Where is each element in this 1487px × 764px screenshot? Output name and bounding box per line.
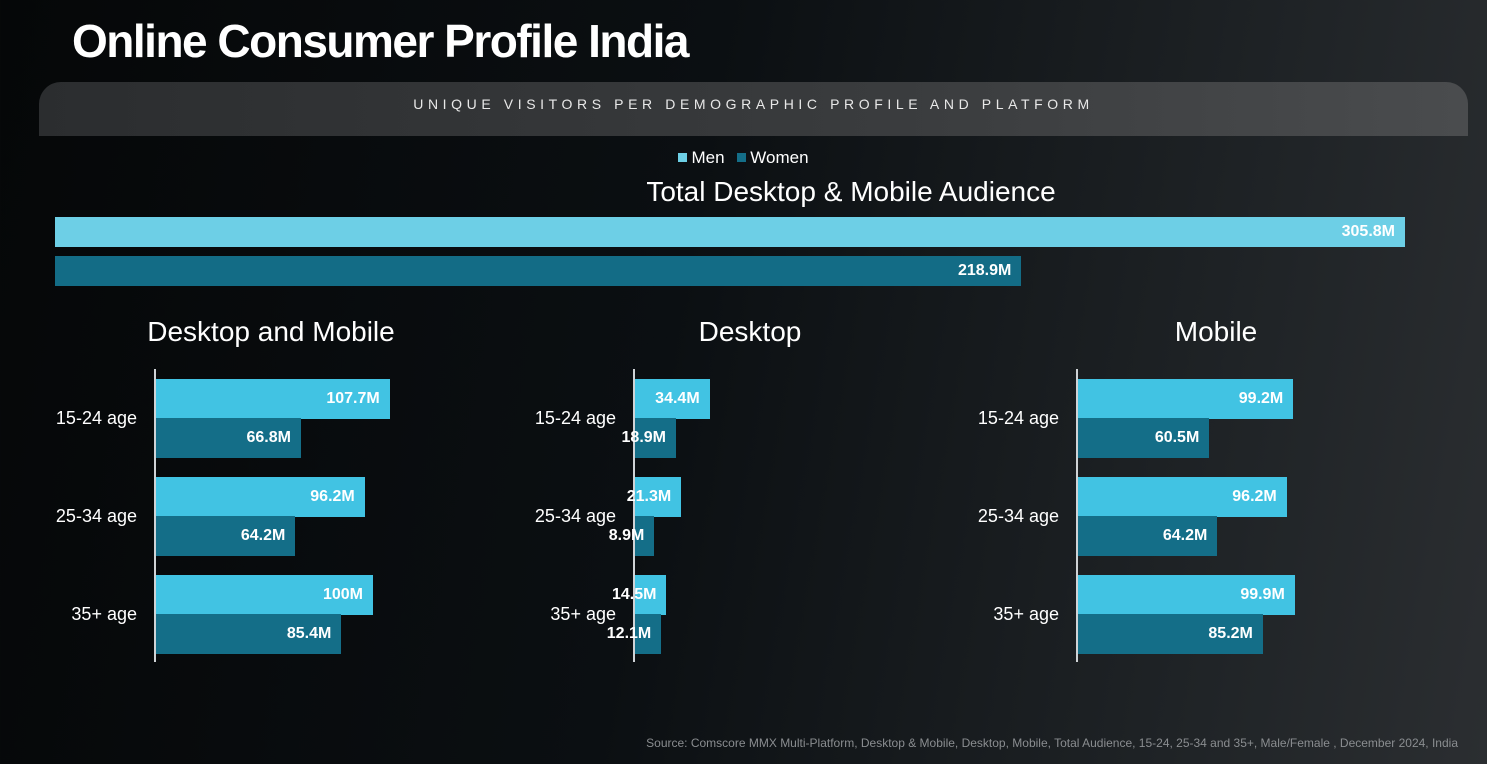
bar-desktop-women: 8.9M [609,516,655,556]
bar-desktop-men: 14.5M [612,575,667,615]
bar-desktop-and-mobile-women: 85.4M [156,614,342,654]
axis-desktop [633,369,635,662]
bar-value-label: 18.9M [621,429,666,446]
category-label: 15-24 age [977,408,1059,428]
bar-desktop-women: 18.9M [622,418,676,458]
category-label: 25-34 age [977,506,1059,526]
category-label: 35+ age [71,604,137,624]
bar-value-label: 96.2M [310,488,355,505]
bar-desktop-and-mobile-women: 64.2M [156,516,296,556]
panel-title-desktop: Desktop [698,316,802,347]
bar-desktop-and-mobile-women: 66.8M [156,418,301,458]
bar-value-label: 8.9M [608,527,645,544]
bar-value-label: 85.2M [1208,625,1253,642]
legend-label-women: Women [750,148,809,167]
bar-value-label: 12.1M [606,625,652,642]
panel-title-desktop-and-mobile: Desktop and Mobile [147,316,395,347]
bar-value-label: 21.3M [626,488,672,505]
bar-mobile-men: 99.9M [1078,575,1295,615]
legend-swatch-men [678,153,688,162]
category-label: 35+ age [550,604,616,624]
bar-value-label: 14.5M [611,586,657,603]
source-note: Source: Comscore MMX Multi-Platform, Des… [646,736,1458,750]
bar-value-label: 100M [322,586,363,603]
bar-value-label: 107.7M [326,390,380,407]
bar-desktop-and-mobile-men: 107.7M [156,379,390,419]
category-label: 35+ age [993,604,1059,624]
bar-mobile-men: 99.2M [1078,379,1294,419]
bar-desktop-and-mobile-men: 96.2M [156,477,365,517]
axis-desktop-and-mobile [154,369,156,662]
bar-mobile-men: 96.2M [1078,477,1287,517]
bar-desktop-and-mobile-men: 100M [156,575,373,615]
legend-item-women: Women [737,148,809,168]
bar-desktop-men: 21.3M [627,477,682,517]
axis-mobile [1076,369,1078,662]
bar-value-label: 60.5M [1154,429,1200,446]
category-label: 25-34 age [55,506,137,526]
category-label: 15-24 age [534,408,616,428]
page-title: Online Consumer Profile India [72,15,689,67]
total-bar-men: 305.8M [55,217,1405,247]
total-bar-women: 218.9M [55,256,1022,286]
legend-item-men: Men [678,148,725,168]
legend-label-men: Men [691,148,725,167]
bar-desktop-men: 34.4M [635,379,710,419]
category-label: 25-34 age [534,506,616,526]
bar-value-label: 64.2M [1162,527,1208,544]
bar-value-label: 34.4M [655,390,700,407]
legend-swatch-women [737,153,747,162]
bar-value-label: 99.9M [1240,586,1285,603]
bar-value-label: 99.2M [1238,390,1284,407]
category-label: 15-24 age [55,408,137,428]
total-bar-men-label: 305.8M [1341,223,1395,240]
panel-title-mobile: Mobile [1174,316,1258,347]
legend: Men Women [0,148,1487,168]
bar-value-label: 96.2M [1232,488,1277,505]
bar-value-label: 85.4M [286,625,332,642]
bar-mobile-women: 85.2M [1078,614,1263,654]
subtitle: UNIQUE VISITORS PER DEMOGRAPHIC PROFILE … [413,96,1094,112]
bar-value-label: 64.2M [240,527,286,544]
bar-mobile-women: 60.5M [1078,418,1210,458]
total-chart-title: Total Desktop & Mobile Audience [646,176,1056,207]
subtitle-banner: UNIQUE VISITORS PER DEMOGRAPHIC PROFILE … [39,82,1468,136]
bar-value-label: 66.8M [246,429,291,446]
total-bar-women-label: 218.9M [957,262,1012,279]
bar-desktop-women: 12.1M [607,614,662,654]
bar-mobile-women: 64.2M [1078,516,1218,556]
